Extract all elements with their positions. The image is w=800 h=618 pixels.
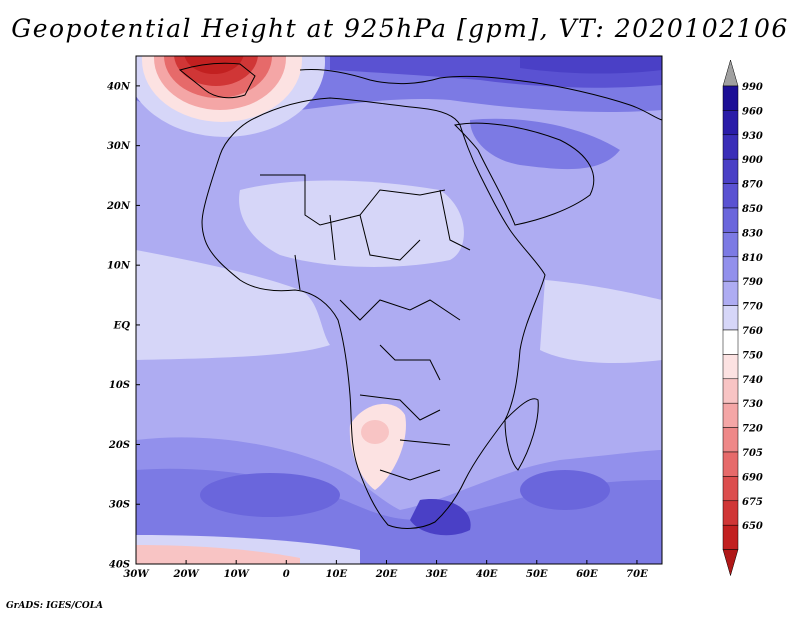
- lat-tick-label: 30S: [109, 500, 130, 511]
- field-arabia: [470, 118, 620, 170]
- field-south-indian-high: [520, 470, 610, 510]
- colorbar-swatch: [722, 427, 739, 453]
- lon-tick-label: 30W: [123, 569, 150, 580]
- lon-tick-label: 30E: [426, 569, 448, 580]
- colorbar-swatch: [722, 402, 739, 428]
- country-borders: [260, 174, 471, 481]
- colorbar-label: 750: [742, 350, 763, 361]
- coastlines: [178, 62, 663, 529]
- colorbar-label: 730: [742, 399, 763, 410]
- lat-tick-label: 20N: [106, 201, 131, 212]
- iberia-coast: [178, 62, 256, 99]
- field-light-indian: [540, 280, 662, 363]
- lon-tick-label: 50E: [526, 569, 548, 580]
- lat-tick-label: 20S: [108, 440, 130, 451]
- lon-tick-label: 70E: [626, 569, 648, 580]
- colorbar-swatch: [722, 183, 739, 209]
- lat-tick-label: EQ: [113, 320, 131, 331]
- colorbar-swatch: [722, 305, 739, 331]
- colorbar-label: 760: [742, 326, 763, 337]
- field-light-atlantic: [136, 250, 330, 360]
- chart-title: Geopotential Height at 925hPa [gpm], VT:…: [11, 14, 789, 43]
- colorbar-label: 960: [742, 106, 763, 117]
- colorbar-label: 650: [742, 521, 763, 532]
- colorbar-swatch: [722, 354, 739, 380]
- lon-tick-label: 20W: [173, 569, 201, 580]
- field-south-low-2: [136, 545, 300, 564]
- lat-tick-label: 10S: [109, 380, 130, 391]
- colorbar-swatch: [722, 476, 739, 502]
- north-coast: [299, 69, 663, 121]
- colorbar-swatch: [722, 134, 739, 160]
- field-kalahari-core: [361, 420, 389, 444]
- arabia-coast: [453, 122, 595, 226]
- colorbar-swatch: [722, 524, 739, 550]
- colorbar-swatch: [722, 378, 739, 404]
- colorbar-label: 930: [742, 131, 763, 142]
- field-central: [370, 299, 460, 356]
- lat-tick-label: 40S: [109, 560, 130, 571]
- map-frame: [135, 55, 663, 565]
- lat-tick-label: 30N: [107, 141, 131, 152]
- colorbar-swatch: [722, 451, 739, 477]
- colorbar-swatch: [722, 85, 739, 111]
- colorbar-swatch: [722, 232, 739, 258]
- colorbar-swatch: [722, 158, 739, 184]
- lon-tick-label: 20E: [375, 569, 398, 580]
- colorbar-top-arrow: [722, 59, 739, 87]
- lon-tick-label: 10W: [224, 569, 251, 580]
- colorbar: 990 960 930 900 870 850 830 810 790 770 760 750 740 7…: [722, 59, 763, 577]
- colorbar-swatch: [722, 256, 739, 282]
- africa-coast: [201, 97, 546, 529]
- colorbar-label: 850: [742, 204, 763, 215]
- colorbar-label: 990: [742, 82, 763, 93]
- field-north-darker: [520, 56, 662, 74]
- colorbar-swatch: [722, 280, 739, 306]
- colorbar-swatch: [722, 329, 739, 355]
- colorbar-swatch: [722, 207, 739, 233]
- lon-tick-label: 10E: [326, 569, 348, 580]
- madagascar-coast: [504, 398, 539, 471]
- latitude-axis: 40N 30N 20N 10N EQ 10S 20S 30S 40S: [106, 81, 140, 571]
- colorbar-label: 675: [742, 497, 763, 508]
- colorbar-label: 810: [742, 253, 763, 264]
- colorbar-label: 705: [742, 448, 763, 459]
- colorbar-label: 790: [742, 277, 763, 288]
- colorbar-bottom-arrow: [722, 549, 739, 577]
- longitude-axis: 30W 20W 10W 0 10E 20E 30E 40E 50E 60E 70E: [123, 560, 648, 580]
- colorbar-label: 900: [742, 155, 763, 166]
- contour-fill: [136, 56, 662, 564]
- lat-tick-label: 10N: [107, 261, 131, 272]
- field-low-core: [184, 56, 244, 74]
- footer-credit: GrADS: IGES/COLA: [6, 601, 104, 611]
- field-light-sahara: [239, 180, 464, 267]
- lat-tick-label: 40N: [107, 81, 131, 92]
- lon-tick-label: 0: [283, 569, 290, 580]
- field-low-ring5: [174, 56, 258, 86]
- colorbar-swatch: [722, 500, 739, 526]
- colorbar-label: 870: [742, 180, 763, 191]
- lon-tick-label: 40E: [476, 569, 498, 580]
- lon-tick-label: 60E: [576, 569, 598, 580]
- colorbar-swatch: [722, 110, 739, 136]
- colorbar-label: 740: [742, 375, 763, 386]
- colorbar-label: 720: [742, 424, 763, 435]
- field-south-atlantic-high: [200, 473, 340, 517]
- colorbar-label: 770: [742, 302, 763, 313]
- colorbar-label: 830: [742, 228, 763, 239]
- colorbar-label: 690: [742, 472, 763, 483]
